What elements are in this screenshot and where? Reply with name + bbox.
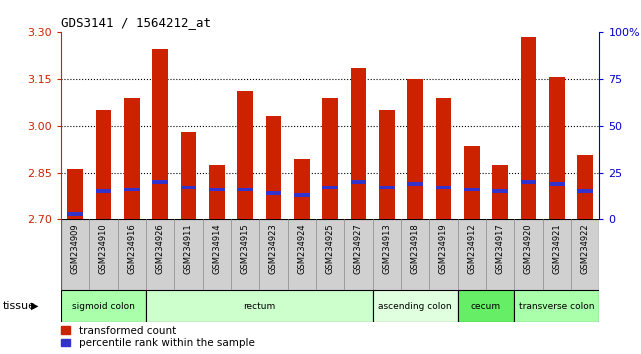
Bar (492, 189, 508, 193)
Bar (96, 110, 111, 219)
Text: GSM234925: GSM234925 (326, 223, 335, 274)
Text: cecum: cecum (471, 302, 501, 311)
Text: GSM234910: GSM234910 (99, 223, 108, 274)
Text: GSM234916: GSM234916 (128, 223, 137, 274)
Bar (153, 49, 168, 219)
Text: GSM234917: GSM234917 (495, 223, 504, 274)
Text: rectum: rectum (243, 302, 276, 311)
Bar (209, 165, 224, 219)
Text: GSM234924: GSM234924 (297, 223, 306, 274)
Bar (153, 180, 168, 184)
Bar (146, 290, 372, 322)
Bar (351, 180, 366, 184)
Text: GSM234913: GSM234913 (382, 223, 391, 274)
Text: GSM234912: GSM234912 (467, 223, 476, 274)
Bar (322, 97, 338, 219)
Text: tissue: tissue (3, 301, 36, 311)
Text: GSM234921: GSM234921 (553, 223, 562, 274)
Bar (520, 180, 537, 184)
Bar (265, 191, 281, 195)
Bar (181, 186, 196, 189)
Text: GSM234918: GSM234918 (411, 223, 420, 274)
Bar (379, 186, 395, 189)
Text: GSM234914: GSM234914 (212, 223, 221, 274)
Legend: transformed count, percentile rank within the sample: transformed count, percentile rank withi… (61, 326, 254, 348)
Text: ▶: ▶ (31, 301, 38, 311)
Text: GSM234919: GSM234919 (439, 223, 448, 274)
Text: ascending colon: ascending colon (378, 302, 452, 311)
Bar (294, 159, 310, 219)
Bar (436, 186, 451, 189)
Bar (372, 290, 458, 322)
Bar (464, 188, 479, 191)
Text: GSM234915: GSM234915 (240, 223, 249, 274)
Bar (237, 188, 253, 191)
Text: GSM234922: GSM234922 (581, 223, 590, 274)
Text: GDS3141 / 1564212_at: GDS3141 / 1564212_at (61, 16, 211, 29)
Text: GSM234927: GSM234927 (354, 223, 363, 274)
Bar (209, 188, 224, 191)
Bar (514, 290, 599, 322)
Bar (67, 212, 83, 216)
Text: GSM234911: GSM234911 (184, 223, 193, 274)
Text: GSM234923: GSM234923 (269, 223, 278, 274)
Bar (61, 290, 146, 322)
Text: transverse colon: transverse colon (519, 302, 595, 311)
Bar (237, 91, 253, 219)
Bar (96, 189, 111, 193)
Text: sigmoid colon: sigmoid colon (72, 302, 135, 311)
Text: GSM234920: GSM234920 (524, 223, 533, 274)
Bar (549, 182, 565, 186)
Bar (407, 182, 423, 186)
Bar (265, 116, 281, 219)
Bar (492, 165, 508, 219)
Bar (520, 36, 537, 219)
Text: GSM234909: GSM234909 (71, 223, 79, 274)
Bar (181, 132, 196, 219)
Bar (458, 290, 514, 322)
Bar (379, 110, 395, 219)
Bar (124, 97, 140, 219)
Bar (464, 146, 479, 219)
Bar (578, 189, 593, 193)
Bar (67, 170, 83, 219)
Bar (351, 68, 366, 219)
Text: GSM234926: GSM234926 (156, 223, 165, 274)
Bar (322, 186, 338, 189)
Bar (578, 155, 593, 219)
Bar (407, 79, 423, 219)
Bar (549, 77, 565, 219)
Bar (124, 188, 140, 191)
Bar (294, 193, 310, 197)
Bar (436, 97, 451, 219)
